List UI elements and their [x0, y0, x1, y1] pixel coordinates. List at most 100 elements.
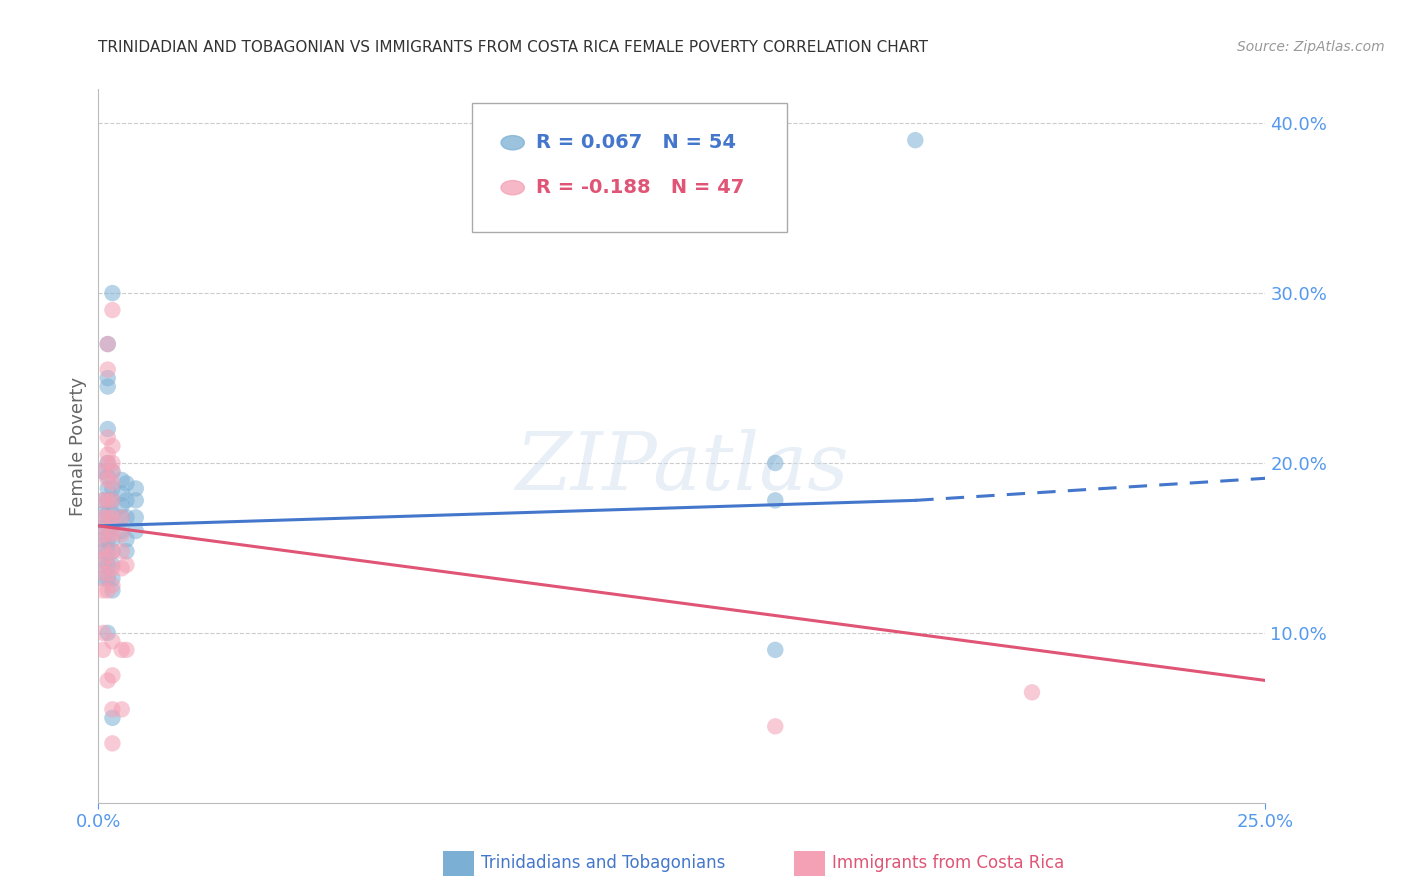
Point	[101, 510, 124, 524]
Point	[101, 572, 124, 586]
Point	[91, 566, 114, 581]
Point	[97, 572, 120, 586]
Text: R = -0.188   N = 47: R = -0.188 N = 47	[536, 178, 744, 197]
Point	[111, 473, 134, 487]
Point	[1021, 685, 1043, 699]
Point	[97, 527, 120, 541]
Point	[97, 473, 120, 487]
Point	[91, 465, 114, 479]
Point	[97, 430, 120, 444]
Point	[125, 482, 148, 496]
Point	[101, 303, 124, 318]
Point	[97, 626, 120, 640]
Point	[125, 524, 148, 538]
Point	[91, 465, 114, 479]
Point	[101, 493, 124, 508]
Point	[91, 583, 114, 598]
Point	[91, 558, 114, 572]
Point	[91, 510, 114, 524]
Point	[101, 702, 124, 716]
Point	[111, 510, 134, 524]
Point	[97, 673, 120, 688]
Text: Immigrants from Costa Rica: Immigrants from Costa Rica	[832, 855, 1064, 872]
Circle shape	[501, 136, 524, 150]
Point	[91, 520, 114, 534]
Point	[101, 736, 124, 750]
Point	[97, 510, 120, 524]
Point	[101, 507, 124, 521]
Point	[101, 544, 124, 558]
Point	[91, 553, 114, 567]
Point	[101, 465, 124, 479]
Point	[125, 493, 148, 508]
Point	[91, 541, 114, 555]
Point	[115, 544, 138, 558]
Point	[111, 561, 134, 575]
Point	[101, 583, 124, 598]
Point	[101, 465, 124, 479]
Point	[97, 544, 120, 558]
Point	[111, 499, 134, 513]
Point	[101, 482, 124, 496]
Point	[97, 566, 120, 581]
Point	[91, 527, 114, 541]
Point	[101, 634, 124, 648]
Text: R = 0.067   N = 54: R = 0.067 N = 54	[536, 133, 735, 153]
Point	[111, 527, 134, 541]
Point	[91, 507, 114, 521]
Point	[97, 519, 120, 533]
Point	[97, 337, 120, 351]
Point	[115, 533, 138, 547]
Point	[115, 643, 138, 657]
Point	[97, 422, 120, 436]
Point	[97, 456, 120, 470]
Point	[97, 371, 120, 385]
Point	[763, 456, 786, 470]
Point	[101, 668, 124, 682]
Point	[97, 549, 120, 564]
Point	[97, 482, 120, 496]
Point	[115, 510, 138, 524]
Point	[101, 544, 124, 558]
Point	[101, 527, 124, 541]
Text: ZIPatlas: ZIPatlas	[515, 429, 849, 506]
Point	[125, 510, 148, 524]
Point	[101, 439, 124, 453]
Point	[101, 578, 124, 592]
Point	[763, 643, 786, 657]
Point	[91, 493, 114, 508]
Point	[91, 643, 114, 657]
Point	[115, 476, 138, 491]
Point	[97, 583, 120, 598]
Point	[97, 469, 120, 483]
Point	[115, 558, 138, 572]
Point	[101, 493, 124, 508]
Text: Trinidadians and Tobagonians: Trinidadians and Tobagonians	[481, 855, 725, 872]
Point	[101, 456, 124, 470]
Point	[904, 133, 927, 147]
Point	[97, 362, 120, 376]
Point	[97, 379, 120, 393]
Point	[101, 558, 124, 572]
Point	[115, 493, 138, 508]
Point	[97, 448, 120, 462]
Point	[763, 719, 786, 733]
Point	[101, 561, 124, 575]
Point	[97, 533, 120, 547]
Point	[91, 544, 114, 558]
Point	[101, 286, 124, 301]
Circle shape	[501, 180, 524, 194]
Point	[97, 558, 120, 572]
Text: TRINIDADIAN AND TOBAGONIAN VS IMMIGRANTS FROM COSTA RICA FEMALE POVERTY CORRELAT: TRINIDADIAN AND TOBAGONIAN VS IMMIGRANTS…	[98, 40, 928, 55]
Point	[97, 493, 120, 508]
Point	[97, 337, 120, 351]
Point	[111, 486, 134, 500]
Point	[97, 456, 120, 470]
Point	[91, 493, 114, 508]
Point	[111, 510, 134, 524]
Point	[101, 519, 124, 533]
Point	[111, 643, 134, 657]
Point	[101, 711, 124, 725]
Point	[101, 533, 124, 547]
Point	[91, 533, 114, 547]
